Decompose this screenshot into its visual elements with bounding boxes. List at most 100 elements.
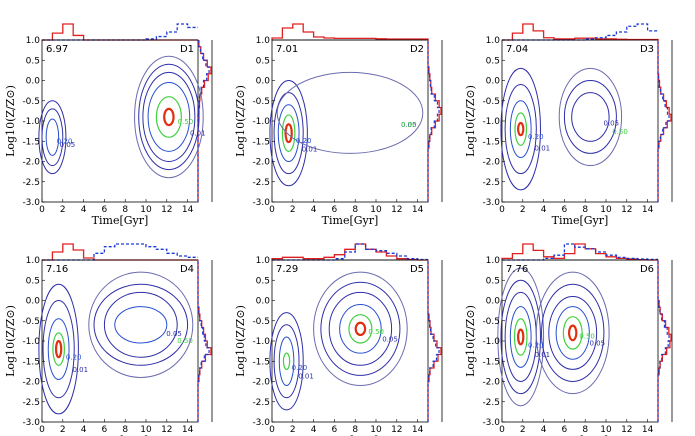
contour-label: 0.20 [292,364,308,372]
metallicity-time-histogram [42,243,198,261]
y-tick-label: -1.0 [482,117,500,127]
panel-label: D3 [640,44,654,55]
contour-1-5 [163,107,175,127]
x-axis-label: Time[Gyr] [322,434,379,436]
x-tick-label: 4 [81,425,87,435]
contour-1-5 [567,324,578,342]
y-axis-label: Log10(Z/Z⊙) [234,305,247,377]
y-tick-label: 0.0 [486,77,501,87]
contour-label: 0.50 [401,121,417,129]
y-tick-label: -1.5 [22,137,40,147]
contour-label: 0.01 [298,372,314,380]
panel-value: 6.97 [46,44,68,55]
contour-0-0 [269,79,308,187]
y-tick-label: 0.5 [256,276,270,286]
x-axis-label: Time[Gyr] [552,434,609,436]
y-tick-label: 0.5 [26,56,40,66]
time-histogram [502,23,659,41]
x-tick-label: 8 [122,205,128,215]
contour-label: 0.01 [535,144,551,152]
y-tick-label: -1.0 [252,117,270,127]
panel-label: D6 [640,264,654,275]
x-tick-label: 8 [582,205,588,215]
x-tick-label: 6 [562,425,568,435]
metallicity-histogram [197,40,212,202]
contour-0-0 [38,283,79,415]
y-tick-label: -2.5 [252,178,270,188]
x-tick-label: 12 [161,205,172,215]
x-tick-label: 8 [352,205,358,215]
contour-1-0 [558,67,623,167]
y-tick-label: 0.5 [486,56,500,66]
x-tick-label: 6 [102,205,108,215]
y-tick-label: 1.0 [26,36,41,46]
panel-D6: 0.01 0.05 0.20 0.50 0 2 4 6 8 10 12 14 -3.0 -2.5 -2.0 -… [464,243,673,436]
x-tick-label: 8 [352,425,358,435]
contour-1-4 [155,96,182,138]
panel-value: 7.01 [276,44,298,55]
y-tick-label: -3.0 [482,418,500,428]
panel-value: 7.16 [46,264,68,275]
x-tick-label: 10 [370,205,382,215]
contour-1-2 [328,291,393,366]
x-tick-label: 10 [140,205,152,215]
x-axis-label: Time[Gyr] [92,214,149,227]
y-tick-label: -2.0 [482,378,500,388]
y-tick-label: 1.0 [486,36,501,46]
x-tick-label: 6 [332,205,338,215]
x-tick-label: 4 [541,205,547,215]
x-tick-label: 6 [562,205,568,215]
x-tick-label: 2 [290,205,296,215]
contour-label: 0.20 [528,133,544,141]
contour-1-0 [535,271,610,395]
y-tick-label: -2.5 [482,178,500,188]
contour-0-2 [45,118,60,156]
contour-0-2 [509,100,532,158]
y-tick-label: 0.0 [26,77,41,87]
x-tick-label: 10 [600,205,612,215]
contour-0-2 [278,336,295,387]
contour-0-2 [504,291,537,383]
contour-label: 0.20 [528,342,544,350]
panel-label: D4 [180,264,194,275]
metallicity-histogram-dashed [657,40,670,202]
contour-1-2 [103,291,178,358]
contour-0-1 [500,279,541,395]
panel-label: D2 [410,44,424,55]
contour-1-2 [571,92,610,142]
time-histogram [42,243,198,261]
metallicity-histogram-dashed [427,40,440,202]
y-tick-label: 1.0 [486,256,501,266]
contour-label: 0.05 [589,340,605,348]
contour-label: 0.05 [382,336,398,344]
contour-0-3 [514,112,528,146]
x-tick-label: 10 [370,425,382,435]
y-tick-label: -1.5 [482,357,500,367]
y-tick-label: 1.0 [256,36,271,46]
y-tick-label: -1.5 [22,357,40,367]
x-tick-label: 8 [122,425,128,435]
contour-1-3 [147,82,191,152]
y-tick-label: -3.0 [252,198,270,208]
x-tick-label: 12 [391,425,402,435]
y-tick-label: -0.5 [252,97,270,107]
x-tick-label: 4 [311,205,317,215]
time-histogram [271,23,429,40]
x-tick-label: 0 [39,425,45,435]
contour-0-0 [497,267,545,407]
y-tick-label: 1.0 [256,256,271,266]
contour-1-3 [114,306,168,344]
y-tick-label: 1.0 [26,256,41,266]
contour-1-1 [138,63,200,171]
panel-D1: 0.20 0.50 0.05 0.01 0 2 4 6 8 10 12 14 -3.0 -2.5 -2.0 -… [4,23,213,227]
plot-frame [41,39,199,203]
contour-label: 0.01 [302,146,318,154]
x-tick-label: 2 [60,205,66,215]
y-tick-label: -1.0 [22,117,40,127]
panel-D5: 0.01 0.05 0.20 0.50 0 2 4 6 8 10 12 14 -3.0 -2.5 -2.0 -… [234,243,443,436]
panel-label: D1 [180,44,194,55]
y-axis-label: Log10(Z/Z⊙) [4,305,17,377]
contour-label: 0.01 [72,366,88,374]
contour-0-3 [282,352,291,370]
x-tick-label: 14 [412,205,424,215]
